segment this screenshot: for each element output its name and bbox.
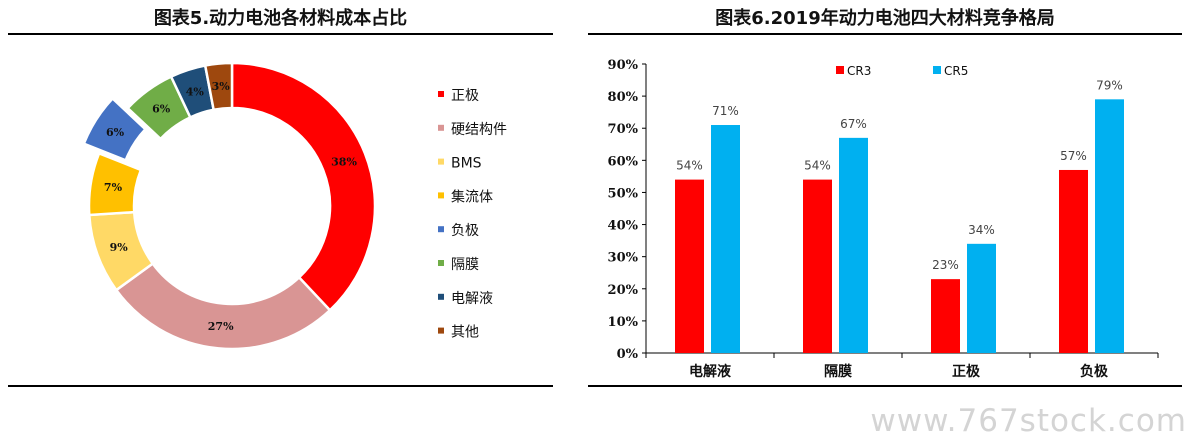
bar-top-rule xyxy=(588,33,1182,35)
donut-slice-label-4: 6% xyxy=(106,126,125,139)
bar-legend-swatch-1 xyxy=(933,66,941,74)
legend-swatch-0 xyxy=(438,91,444,97)
donut-slice-4 xyxy=(82,96,148,162)
bar-CR3-3 xyxy=(1059,169,1088,353)
bar-label-CR3-0: 54% xyxy=(676,159,703,173)
donut-slice-label-0: 38% xyxy=(331,156,357,169)
bar-label-CR3-1: 54% xyxy=(804,159,831,173)
donut-slice-label-5: 6% xyxy=(152,103,171,116)
legend-label-0: 正极 xyxy=(451,88,479,104)
pie-chart-panel: 图表5.动力电池各材料成本占比 38% 27% 9% 7% 6% 6% 4% 3% 正极硬结构件… xyxy=(8,0,553,392)
bar-label-CR5-1: 67% xyxy=(840,117,867,131)
bar-legend-label-0: CR3 xyxy=(847,64,871,78)
pie-top-rule xyxy=(8,33,553,35)
bar-CR5-3 xyxy=(1095,99,1124,353)
donut-slice-7 xyxy=(203,61,234,112)
legend-label-2: BMS xyxy=(451,156,482,172)
y-tick-label-4: 40% xyxy=(608,219,639,234)
bar-label-CR3-3: 57% xyxy=(1060,149,1087,163)
pie-bottom-rule xyxy=(8,385,553,387)
y-tick-label-2: 20% xyxy=(608,283,639,298)
bar-label-CR5-3: 79% xyxy=(1096,78,1123,92)
legend-swatch-6 xyxy=(438,293,444,300)
bar-label-CR5-2: 34% xyxy=(968,223,995,237)
bar-legend-label-1: CR5 xyxy=(944,64,968,78)
pie-chart-title: 图表5.动力电池各材料成本占比 xyxy=(153,8,408,29)
y-tick-label-8: 80% xyxy=(608,90,639,105)
bar-CR5-0 xyxy=(711,125,740,353)
donut-slice-0 xyxy=(230,61,377,313)
x-tick-label-3: 负极 xyxy=(1080,363,1109,380)
legend-label-4: 负极 xyxy=(451,223,479,239)
bar-CR5-2 xyxy=(967,243,996,353)
donut-slice-3 xyxy=(87,151,143,217)
x-tick-label-2: 正极 xyxy=(952,363,981,380)
y-tick-label-6: 60% xyxy=(608,154,639,169)
donut-slice-label-6: 4% xyxy=(186,85,205,98)
legend-swatch-2 xyxy=(438,158,444,165)
legend-swatch-3 xyxy=(438,192,444,199)
legend-swatch-4 xyxy=(438,226,444,233)
legend-label-5: 隔膜 xyxy=(451,257,479,273)
donut-slice-label-3: 7% xyxy=(104,181,123,194)
y-tick-label-7: 70% xyxy=(608,122,639,137)
y-tick-label-5: 50% xyxy=(608,186,639,201)
bar-CR3-2 xyxy=(931,279,960,353)
legend-swatch-5 xyxy=(438,260,444,266)
legend-label-3: 集流体 xyxy=(451,188,493,205)
x-tick-label-0: 电解液 xyxy=(689,363,732,380)
legend-label-1: 硬结构件 xyxy=(451,122,507,138)
bar-bottom-rule xyxy=(588,385,1182,387)
bar-chart-panel: 图表6.2019年动力电池四大材料竞争格局 0% 10% 20% 30% 40% 50% 6… xyxy=(588,0,1182,392)
legend-swatch-1 xyxy=(438,124,444,131)
bar-chart: 0% 10% 20% 30% 40% 50% 60% 70% 80% 90% 电解液 54% 71% 隔膜… xyxy=(608,58,1159,380)
legend-swatch-7 xyxy=(438,327,444,334)
bar-CR3-0 xyxy=(675,179,704,353)
legend-label-7: 其他 xyxy=(451,325,479,341)
y-tick-label-9: 90% xyxy=(608,58,639,73)
bar-legend-swatch-0 xyxy=(836,66,844,74)
donut-slice-label-7: 3% xyxy=(212,80,231,93)
bar-label-CR3-2: 23% xyxy=(932,258,959,272)
x-tick-label-1: 隔膜 xyxy=(824,363,852,380)
donut-slice-1 xyxy=(114,261,332,351)
y-tick-label-1: 10% xyxy=(608,315,639,330)
bar-CR3-1 xyxy=(803,179,832,353)
y-tick-label-3: 30% xyxy=(608,251,639,266)
y-tick-label-0: 0% xyxy=(617,347,639,362)
donut-slice-label-1: 27% xyxy=(208,320,234,333)
bar-CR5-1 xyxy=(839,137,868,353)
bar-label-CR5-0: 71% xyxy=(712,104,739,118)
donut-slice-label-2: 9% xyxy=(110,241,129,254)
bar-chart-title: 图表6.2019年动力电池四大材料竞争格局 xyxy=(715,8,1055,29)
watermark-text: www.767stock.com xyxy=(870,403,1187,439)
legend-label-6: 电解液 xyxy=(451,291,493,307)
